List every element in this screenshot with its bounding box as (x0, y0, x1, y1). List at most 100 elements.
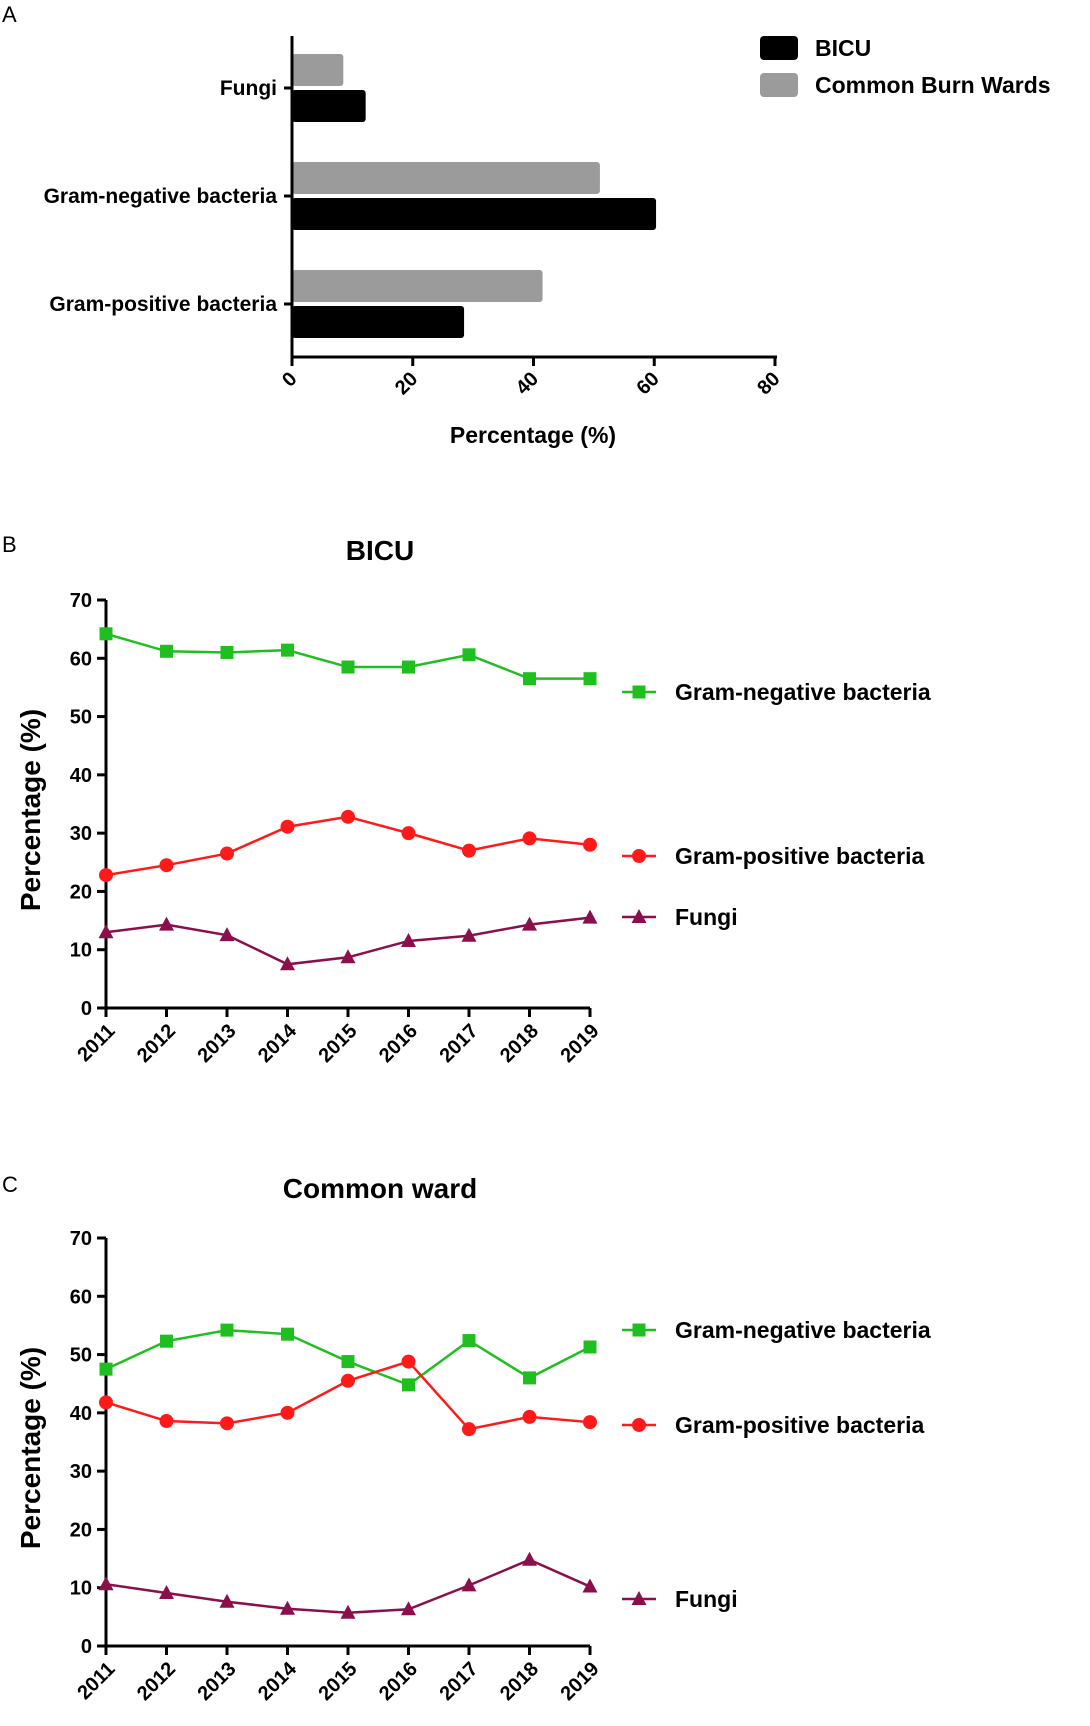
c-y-tick-label-20: 20 (70, 1519, 92, 1541)
c-point-gram-positive-bacteria-2017 (462, 1422, 476, 1437)
bar-bicu-gram-positive-bacteria (292, 306, 465, 338)
b-point-gram-negative-bacteria-2014 (281, 643, 294, 657)
c-point-fungi-2014 (280, 1600, 295, 1615)
b-y-tick-label-40: 40 (70, 765, 92, 787)
c-y-tick-label-10: 10 (70, 1578, 92, 1600)
x-tick-label-40: 40 (512, 368, 543, 399)
chart-title-c: Common ward (283, 1173, 477, 1204)
c-legend-marker-gram-negative-bacteria (632, 1323, 646, 1337)
b-point-fungi-2015 (340, 949, 356, 964)
c-point-gram-negative-bacteria-2017 (462, 1334, 476, 1348)
b-legend-label-gram-negative-bacteria: Gram-negative bacteria (675, 679, 931, 705)
c-x-tick-label-2015: 2015 (315, 1658, 362, 1705)
b-y-tick-label-60: 60 (70, 648, 92, 670)
c-y-tick-label-70: 70 (70, 1228, 92, 1250)
b-y-tick-label-10: 10 (70, 940, 92, 962)
b-point-fungi-2011 (98, 924, 114, 939)
c-legend-marker-fungi (631, 1591, 647, 1605)
b-point-gram-negative-bacteria-2019 (583, 672, 597, 686)
x-tick-label-20: 20 (391, 368, 422, 399)
c-point-fungi-2013 (219, 1593, 235, 1608)
c-point-fungi-2012 (159, 1584, 174, 1599)
b-legend-label-fungi: Fungi (675, 904, 738, 930)
b-legend-marker-fungi (631, 909, 647, 923)
c-x-tick-label-2016: 2016 (375, 1658, 422, 1705)
c-y-tick-label-60: 60 (70, 1286, 92, 1308)
c-point-gram-negative-bacteria-2014 (281, 1327, 294, 1341)
legend-swatch-common-burn-wards (760, 73, 798, 97)
panel-label-a: A (2, 2, 17, 27)
panel-label-b: B (2, 532, 17, 557)
c-point-fungi-2018 (522, 1551, 537, 1566)
b-point-fungi-2013 (219, 927, 235, 942)
c-x-tick-label-2012: 2012 (133, 1658, 180, 1705)
c-point-fungi-2019 (582, 1578, 598, 1593)
line-chart-panel-b: BICU Percentage (%) 0 10 20 30 40 50 60 70 2011 2… (15, 535, 931, 1067)
b-point-fungi-2016 (401, 932, 416, 947)
b-point-fungi-2017 (461, 927, 477, 942)
c-x-tick-label-2011: 2011 (73, 1658, 119, 1704)
bar-common-burn-wards-gram-negative-bacteria (292, 162, 600, 194)
x-tick-label-80: 80 (753, 368, 784, 399)
c-point-gram-negative-bacteria-2012 (160, 1334, 173, 1348)
b-point-fungi-2014 (280, 956, 295, 971)
c-y-tick-label-50: 50 (70, 1345, 92, 1367)
c-x-tick-label-2013: 2013 (194, 1658, 241, 1705)
category-label-gram-positive: Gram-positive bacteria (49, 293, 277, 316)
b-point-gram-negative-bacteria-2012 (160, 644, 173, 658)
c-point-gram-negative-bacteria-2015 (341, 1355, 355, 1369)
b-y-tick-label-20: 20 (70, 881, 92, 903)
b-point-gram-positive-bacteria-2013 (220, 846, 234, 861)
category-label-fungi: Fungi (220, 77, 277, 100)
c-point-gram-positive-bacteria-2012 (159, 1414, 174, 1429)
x-tick-label-0: 0 (278, 368, 301, 391)
b-point-gram-positive-bacteria-2018 (522, 831, 537, 846)
b-x-tick-label-2017: 2017 (436, 1020, 483, 1067)
c-x-tick-label-2018: 2018 (496, 1658, 543, 1705)
c-legend-marker-gram-positive-bacteria (632, 1418, 646, 1432)
c-point-gram-positive-bacteria-2014 (280, 1405, 295, 1420)
b-x-tick-label-2016: 2016 (375, 1020, 422, 1067)
b-point-gram-positive-bacteria-2011 (99, 868, 113, 883)
c-legend-label-gram-positive-bacteria: Gram-positive bacteria (675, 1412, 924, 1438)
chart-title-b: BICU (346, 535, 414, 566)
c-point-gram-negative-bacteria-2019 (583, 1340, 597, 1354)
category-label-gram-negative: Gram-negative bacteria (44, 185, 278, 208)
y-axis-label-c: Percentage (%) (15, 1347, 46, 1549)
c-x-tick-label-2019: 2019 (557, 1658, 604, 1705)
b-point-fungi-2019 (582, 909, 598, 924)
b-point-gram-negative-bacteria-2013 (220, 645, 234, 659)
b-point-gram-negative-bacteria-2016 (402, 660, 415, 674)
b-x-tick-label-2019: 2019 (557, 1020, 604, 1067)
c-point-gram-positive-bacteria-2013 (220, 1416, 234, 1431)
c-y-tick-label-0: 0 (81, 1636, 92, 1658)
c-point-gram-positive-bacteria-2019 (583, 1415, 597, 1430)
b-x-tick-label-2018: 2018 (496, 1020, 543, 1067)
c-point-gram-negative-bacteria-2013 (220, 1323, 234, 1337)
b-point-gram-negative-bacteria-2011 (99, 627, 113, 641)
b-point-fungi-2012 (159, 916, 174, 931)
b-y-tick-label-30: 30 (70, 823, 92, 845)
b-x-tick-label-2011: 2011 (73, 1020, 119, 1066)
y-axis-label-b: Percentage (%) (15, 709, 46, 911)
legend-label-bicu: BICU (815, 35, 871, 61)
c-point-gram-negative-bacteria-2018 (523, 1371, 536, 1385)
c-point-gram-positive-bacteria-2016 (401, 1354, 416, 1369)
bar-common-burn-wards-fungi (292, 54, 344, 86)
b-point-gram-positive-bacteria-2012 (159, 858, 174, 873)
b-legend-marker-gram-positive-bacteria (632, 849, 646, 863)
b-point-gram-positive-bacteria-2017 (462, 843, 476, 858)
b-point-gram-positive-bacteria-2016 (401, 826, 416, 841)
b-point-gram-negative-bacteria-2018 (523, 672, 536, 686)
b-legend-label-gram-positive-bacteria: Gram-positive bacteria (675, 843, 924, 869)
b-point-gram-positive-bacteria-2019 (583, 837, 597, 852)
c-point-fungi-2016 (401, 1601, 416, 1616)
b-y-tick-label-0: 0 (81, 998, 92, 1020)
bar-bicu-gram-negative-bacteria (292, 198, 657, 230)
legend-label-common-burn-wards: Common Burn Wards (815, 72, 1051, 98)
b-y-tick-label-50: 50 (70, 707, 92, 729)
b-x-tick-label-2012: 2012 (133, 1020, 180, 1067)
b-line-gram-positive-bacteria (105, 815, 591, 877)
b-x-tick-label-2013: 2013 (194, 1020, 241, 1067)
